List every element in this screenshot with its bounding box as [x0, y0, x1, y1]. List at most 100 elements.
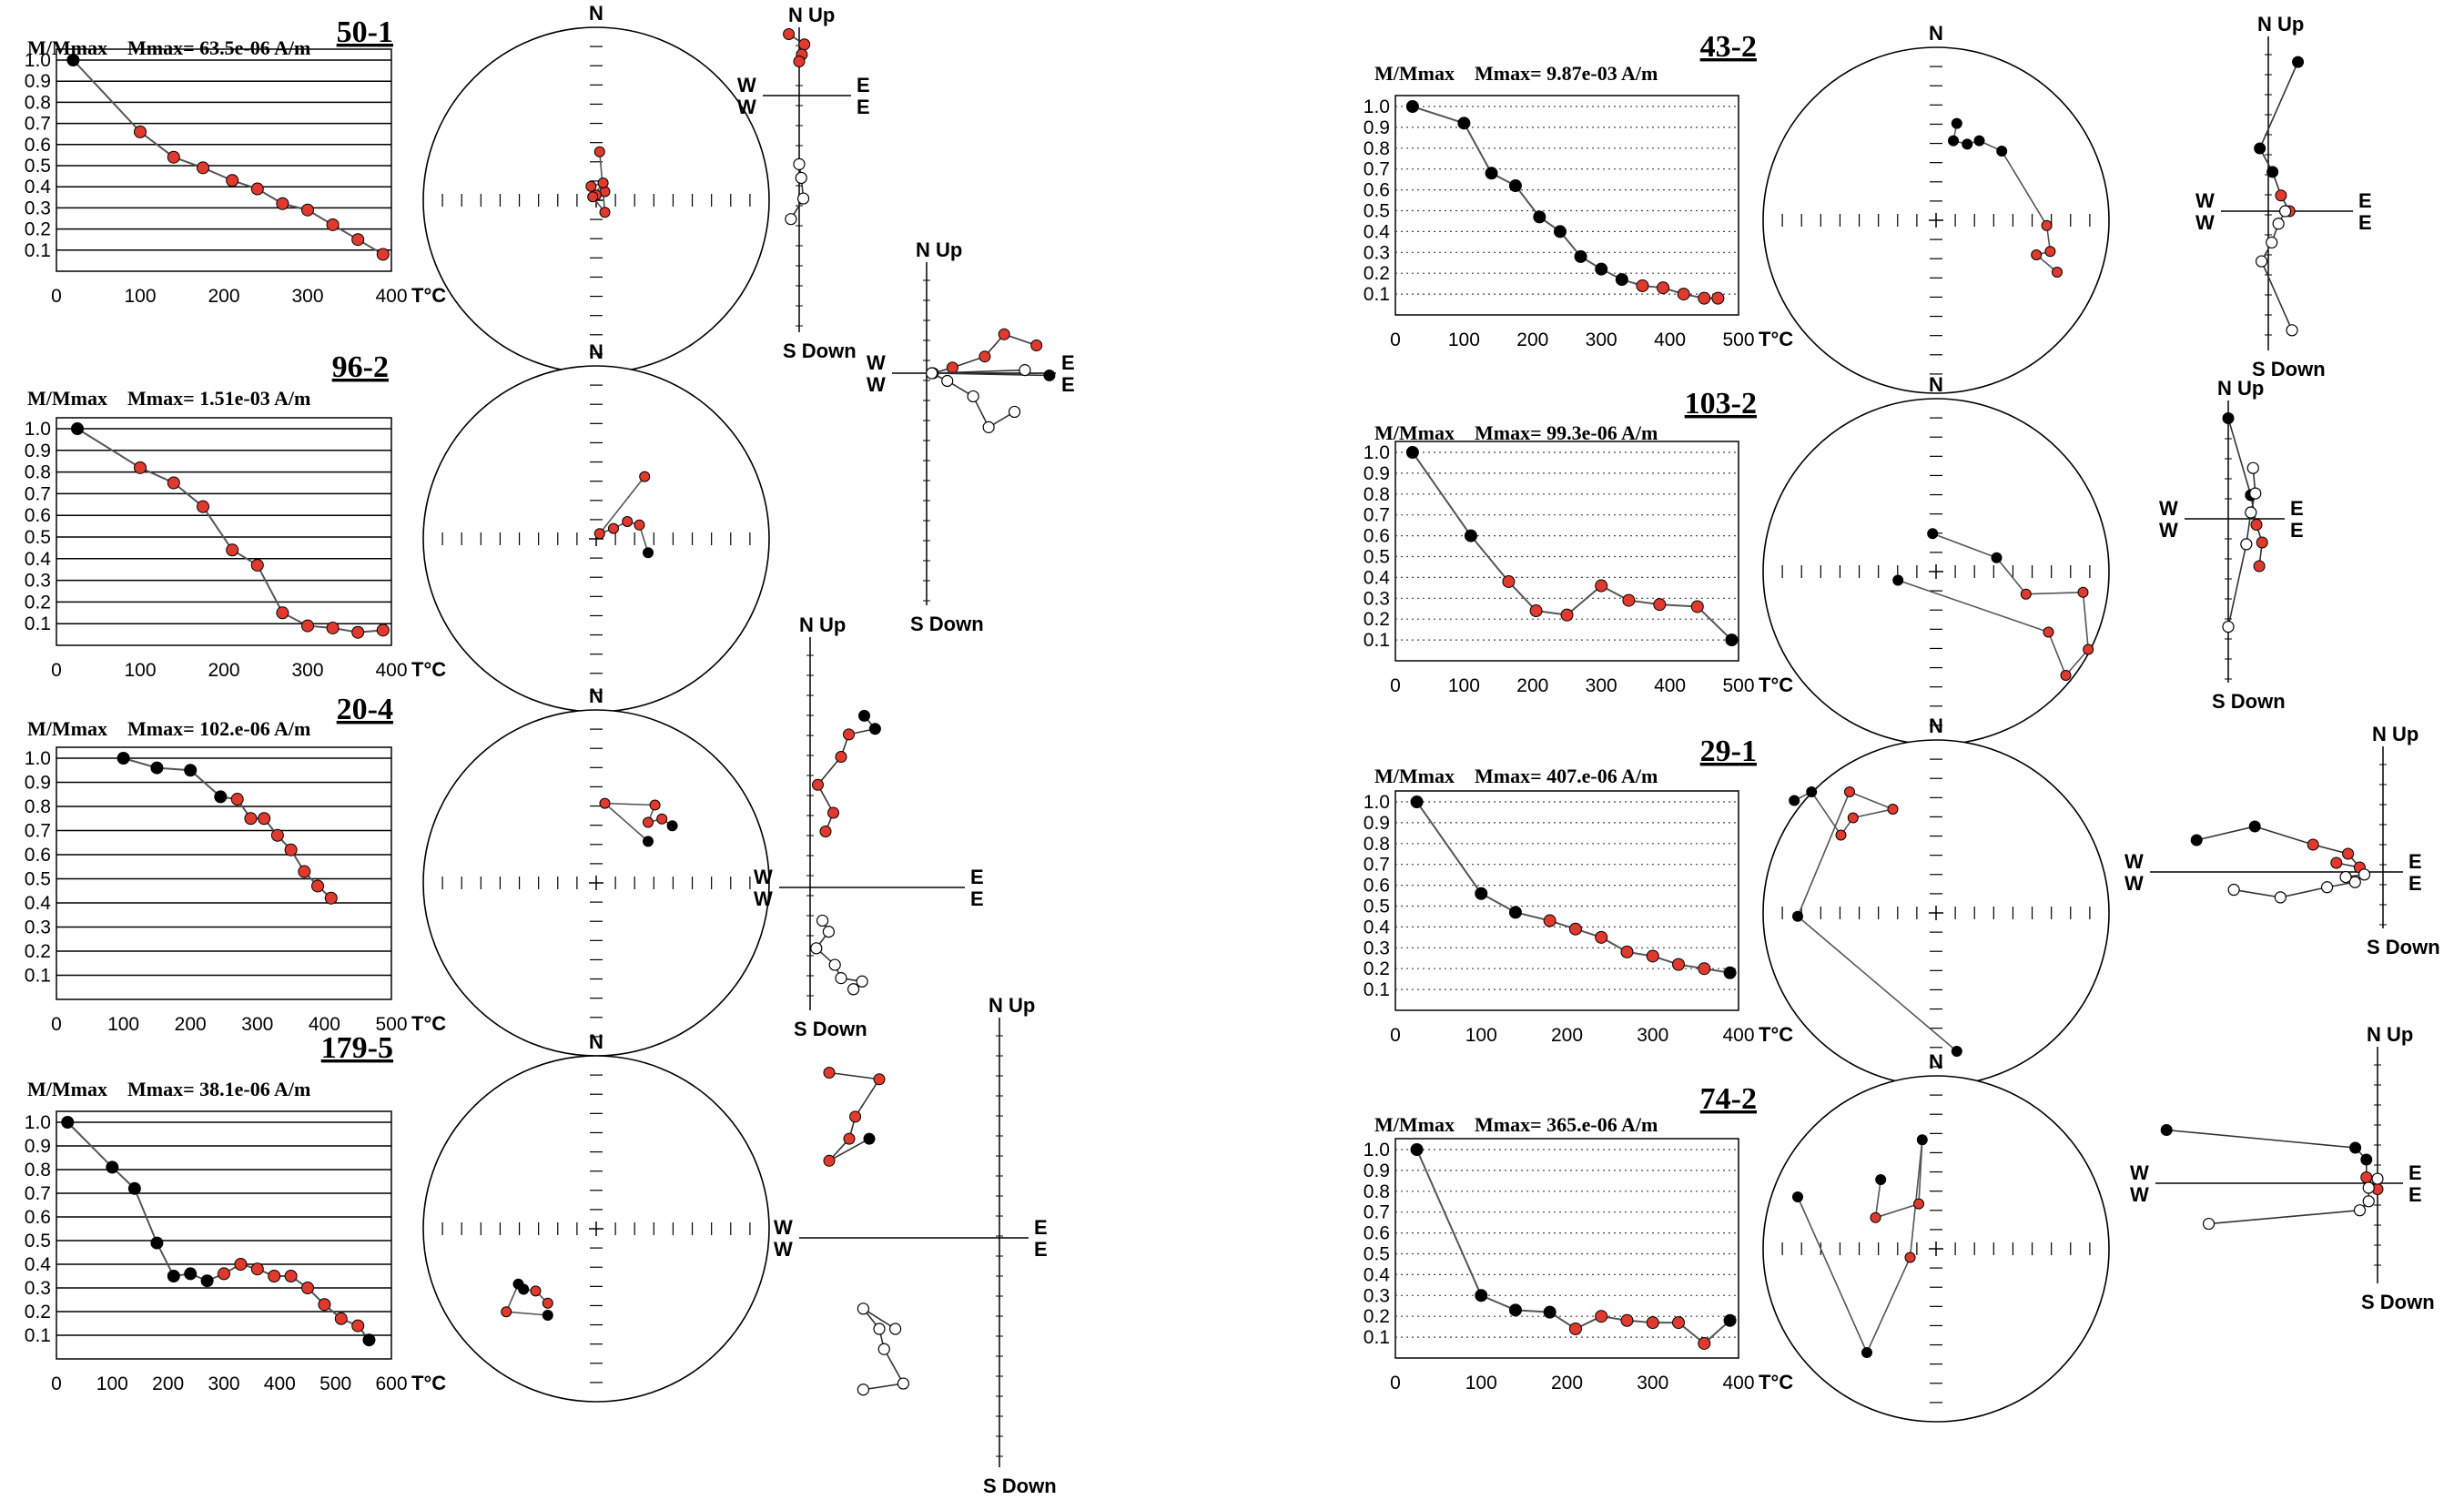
data-point: [1636, 279, 1649, 292]
specimen-label: 96-2: [332, 350, 389, 384]
net-point: [1913, 1198, 1924, 1210]
data-point: [1690, 600, 1704, 613]
plot-frame: [1394, 1138, 1739, 1359]
data-point: [1508, 906, 1522, 919]
zij-point-filled: [783, 28, 796, 40]
data-point: [1620, 1313, 1634, 1327]
data-point: [1568, 1322, 1582, 1335]
zij-point-open: [793, 157, 806, 170]
y-tick-label: 0.8: [25, 1160, 51, 1181]
x-tick-label: 600: [375, 1373, 407, 1394]
data-point: [127, 1181, 141, 1195]
net-point: [2043, 626, 2054, 638]
y-axis-label: M/Mmax: [1374, 62, 1455, 85]
zij-point-open: [2255, 255, 2268, 268]
x-tick-label: 400: [264, 1373, 296, 1394]
zij-point-open: [835, 972, 847, 985]
net-point: [666, 820, 678, 832]
y-axis-label: M/Mmax: [27, 717, 107, 740]
x-axis-label: T°C: [411, 284, 446, 307]
net-point: [1870, 1211, 1881, 1223]
y-tick-label: 0.4: [1364, 917, 1391, 938]
y-tick-label: 0.4: [1364, 1264, 1391, 1285]
y-tick-label: 1.0: [25, 50, 51, 71]
stereonet-96-2: N: [422, 340, 770, 713]
zij-point-open: [877, 1343, 890, 1355]
series-line: [1412, 106, 1719, 299]
data-point: [268, 1270, 281, 1282]
zij-up-label: N Up: [2257, 13, 2304, 35]
y-tick-label: 1.0: [25, 748, 51, 769]
zij-point-open: [873, 1323, 886, 1335]
y-tick-label: 0.2: [1364, 263, 1390, 284]
net-point: [1792, 910, 1803, 922]
data-point: [230, 793, 244, 806]
demag-plot-74-2: 0.10.20.30.40.50.60.70.80.91.0 0 100 200 300…: [1364, 1082, 1793, 1394]
y-tick-label: 0.4: [1364, 221, 1391, 242]
data-point: [311, 879, 325, 893]
zijderveld-179-5: N Up S Down WW EE: [774, 994, 1057, 1497]
zij-up-label: N Up: [2367, 1023, 2413, 1046]
data-point: [1574, 249, 1587, 263]
data-point: [117, 752, 130, 765]
plot-frame: [56, 746, 392, 1000]
net-point: [643, 547, 654, 559]
data-point: [276, 606, 289, 620]
zij-east-label: E: [857, 74, 870, 96]
demag-plot-50-1: 0.10.20.30.40.50.60.70.80.91.0 0 100 200 300…: [25, 15, 446, 307]
zij-point-open: [941, 374, 954, 388]
net-point: [1973, 135, 1985, 147]
plot-frame: [1394, 95, 1739, 316]
x-tick-label: 100: [1465, 1373, 1497, 1394]
north-label: N: [589, 684, 603, 707]
data-point: [301, 619, 314, 633]
x-tick-label: 200: [208, 660, 239, 681]
y-tick-label: 0.9: [25, 1136, 51, 1157]
data-point: [1622, 593, 1636, 607]
demag-plot-96-2: 0.10.20.30.40.50.60.70.80.91.0 0 100 200 300…: [25, 350, 446, 681]
data-point: [134, 461, 147, 474]
net-point: [2031, 249, 2043, 260]
x-tick-label: 300: [208, 1373, 239, 1394]
specimen-label: 43-2: [1700, 30, 1757, 64]
stereonet-29-1: N: [1762, 715, 2110, 1087]
x-tick-label: 100: [124, 660, 156, 681]
mmax-label: Mmax= 99.3e-06 A/m: [1475, 421, 1658, 444]
zij-point-filled: [2292, 56, 2305, 68]
zij-down-label: S Down: [2252, 358, 2326, 380]
data-point: [226, 543, 239, 557]
x-tick-label: 300: [291, 286, 323, 307]
data-point: [1553, 225, 1567, 238]
data-point: [214, 790, 228, 804]
x-tick-label: 100: [1448, 329, 1480, 350]
demag-plot-43-2: 0.10.20.30.40.50.60.70.80.91.0 0 100 200 300…: [1364, 30, 1793, 350]
zijderveld-74-2: N Up S Down WW EE: [2130, 1023, 2435, 1313]
y-tick-label: 0.6: [25, 1207, 51, 1228]
y-tick-label: 0.6: [25, 505, 51, 526]
x-tick-label: 300: [241, 1014, 273, 1035]
data-point: [106, 1160, 119, 1174]
zij-point-open: [2266, 236, 2278, 249]
specimen-label: 74-2: [1700, 1082, 1757, 1116]
zij-point-filled: [2254, 142, 2266, 155]
data-point: [1646, 949, 1659, 963]
y-tick-label: 0.1: [1364, 979, 1390, 1000]
y-tick-label: 0.4: [25, 893, 52, 914]
net-point: [1948, 135, 1959, 147]
x-tick-label: 100: [124, 286, 156, 307]
net-point: [593, 146, 605, 157]
zij-point-filled: [979, 350, 991, 363]
data-point: [1698, 1336, 1711, 1350]
zij-point-filled: [823, 1067, 836, 1079]
x-tick-label: 500: [319, 1373, 351, 1394]
y-tick-label: 0.8: [25, 92, 51, 113]
zij-point-filled: [2250, 519, 2263, 531]
zij-down-label: S Down: [783, 340, 857, 362]
zij-point-filled: [2248, 820, 2261, 833]
data-point: [351, 1319, 365, 1333]
net-point: [1806, 786, 1818, 797]
net-point: [1835, 829, 1847, 841]
data-point: [1502, 574, 1516, 588]
x-axis-label: T°C: [411, 1372, 446, 1394]
zij-point-open: [2246, 461, 2259, 474]
